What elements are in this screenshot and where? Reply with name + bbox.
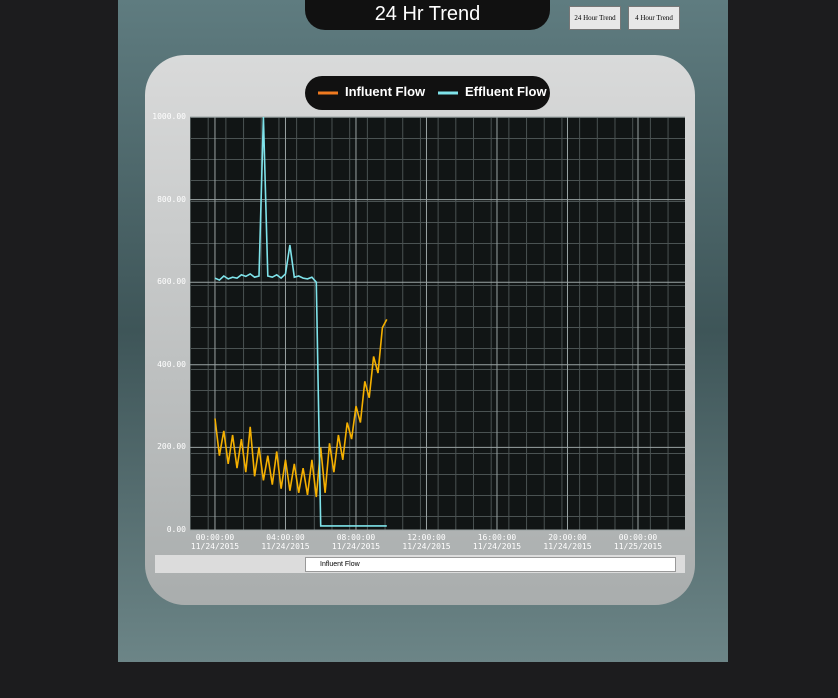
trend-button[interactable]: 24 Hour Trend <box>569 6 621 30</box>
legend <box>305 76 550 110</box>
legend-label: Influent Flow <box>345 84 426 99</box>
legend-label: Effluent Flow <box>465 84 547 99</box>
y-tick-label: 400.00 <box>157 359 186 369</box>
x-tick-label: 16:00:00 11/24/2015 <box>472 533 522 551</box>
x-tick-label: 12:00:00 11/24/2015 <box>402 533 451 551</box>
y-tick-label: 0.00 <box>166 525 186 534</box>
y-tick-label: 1000.00 <box>152 112 186 121</box>
trend-button[interactable]: 4 Hour Trend <box>628 6 680 30</box>
x-tick-label: 08:00:00 11/24/2015 <box>331 533 381 551</box>
series-line <box>214 116 387 527</box>
x-tick-label: 00:00:00 11/24/2015 <box>190 533 240 551</box>
x-tick-label: 00:00:00 11/25/2015 <box>613 533 663 551</box>
screen-title: 24 Hr Trend <box>305 0 550 30</box>
series-line <box>214 319 388 498</box>
x-tick-label: 04:00:00 11/24/2015 <box>261 533 310 551</box>
plot-area <box>190 117 685 530</box>
x-tick-label: 20:00:00 11/24/2015 <box>543 533 592 551</box>
y-tick-label: 800.00 <box>157 194 186 204</box>
y-tick-label: 200.00 <box>157 442 186 452</box>
y-tick-label: 600.00 <box>157 277 186 287</box>
pen-select[interactable]: Influent Flow <box>305 557 676 572</box>
